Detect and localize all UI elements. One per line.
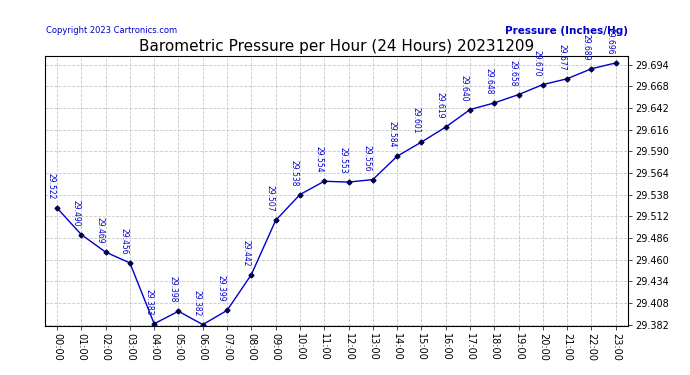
Text: 29.383: 29.383 xyxy=(144,289,153,315)
Title: Barometric Pressure per Hour (24 Hours) 20231209: Barometric Pressure per Hour (24 Hours) … xyxy=(139,39,534,54)
Text: 29.553: 29.553 xyxy=(339,147,348,174)
Text: 29.456: 29.456 xyxy=(120,228,129,255)
Text: 29.398: 29.398 xyxy=(168,276,177,303)
Text: 29.507: 29.507 xyxy=(266,186,275,212)
Text: 29.490: 29.490 xyxy=(71,200,80,226)
Text: 29.556: 29.556 xyxy=(363,145,372,171)
Text: Pressure (Inches/Hg): Pressure (Inches/Hg) xyxy=(505,26,628,36)
Text: 29.689: 29.689 xyxy=(582,34,591,60)
Text: 29.677: 29.677 xyxy=(557,44,566,70)
Text: 29.619: 29.619 xyxy=(435,92,444,119)
Text: 29.648: 29.648 xyxy=(484,68,493,94)
Text: 29.670: 29.670 xyxy=(533,50,542,76)
Text: 29.640: 29.640 xyxy=(460,75,469,101)
Text: 29.601: 29.601 xyxy=(411,107,420,134)
Text: 29.658: 29.658 xyxy=(509,60,518,86)
Text: 29.382: 29.382 xyxy=(193,290,201,316)
Text: Copyright 2023 Cartronics.com: Copyright 2023 Cartronics.com xyxy=(46,26,177,35)
Text: 29.538: 29.538 xyxy=(290,160,299,186)
Text: 29.469: 29.469 xyxy=(95,217,104,244)
Text: 29.399: 29.399 xyxy=(217,276,226,302)
Text: 29.696: 29.696 xyxy=(606,28,615,55)
Text: 29.442: 29.442 xyxy=(241,240,250,266)
Text: 29.584: 29.584 xyxy=(387,122,396,148)
Text: 29.522: 29.522 xyxy=(47,173,56,200)
Text: 29.554: 29.554 xyxy=(314,146,323,173)
